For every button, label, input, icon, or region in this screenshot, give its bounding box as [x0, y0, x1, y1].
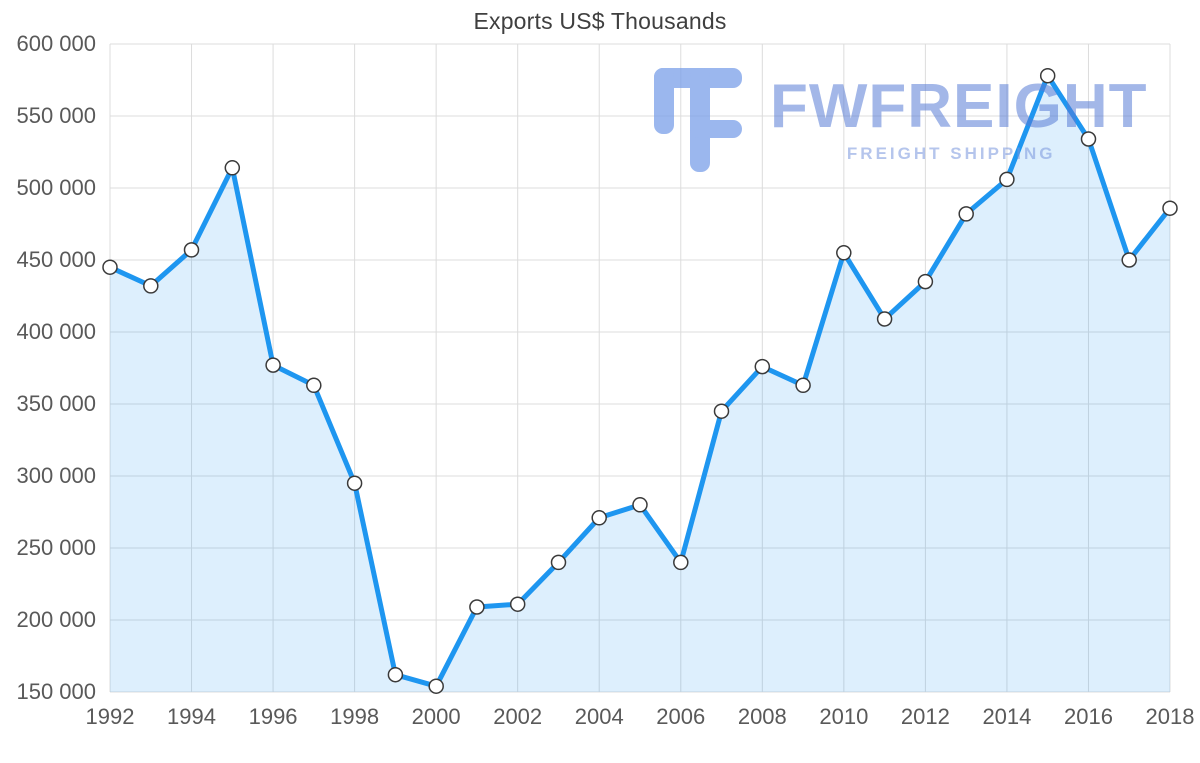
data-markers — [102, 67, 1178, 694]
svg-text:1992: 1992 — [86, 704, 135, 729]
data-point — [306, 377, 322, 394]
chart-title: Exports US$ Thousands — [473, 8, 727, 34]
svg-text:300 000: 300 000 — [16, 463, 96, 488]
y-axis-labels: 150 000 200 000 250 000 300 000 350 000 400 0… — [16, 31, 96, 704]
svg-text:200 000: 200 000 — [16, 607, 96, 632]
data-point — [346, 475, 363, 491]
data-point — [143, 278, 159, 294]
svg-text:2008: 2008 — [738, 704, 787, 729]
data-point — [1121, 252, 1137, 268]
data-point — [469, 599, 485, 615]
data-point — [836, 245, 852, 261]
data-point — [387, 666, 404, 683]
svg-text:2010: 2010 — [819, 704, 868, 729]
svg-text:1994: 1994 — [167, 704, 216, 729]
svg-text:2012: 2012 — [901, 704, 950, 729]
data-point — [224, 160, 241, 176]
data-point — [102, 259, 118, 275]
data-point — [428, 678, 444, 694]
data-point — [754, 358, 771, 375]
svg-text:450 000: 450 000 — [16, 247, 96, 272]
data-point — [876, 311, 893, 327]
data-point — [1039, 67, 1056, 84]
x-axis-labels: 1992 1994 1996 1998 2000 2002 2004 2006 2008 2010… — [86, 704, 1195, 729]
svg-text:400 000: 400 000 — [16, 319, 96, 344]
svg-text:2018: 2018 — [1146, 704, 1195, 729]
svg-text:2006: 2006 — [656, 704, 705, 729]
svg-text:350 000: 350 000 — [16, 391, 96, 416]
data-point — [713, 403, 730, 419]
gridlines — [109, 43, 1171, 693]
svg-text:550 000: 550 000 — [16, 103, 96, 128]
svg-text:250 000: 250 000 — [16, 535, 96, 560]
area-fill — [110, 75, 1170, 692]
svg-text:1998: 1998 — [330, 704, 379, 729]
data-point — [673, 554, 689, 571]
data-point — [550, 554, 567, 571]
svg-text:600 000: 600 000 — [16, 31, 96, 56]
data-point — [958, 206, 974, 222]
data-point — [265, 357, 281, 373]
data-point — [795, 377, 811, 394]
svg-text:500 000: 500 000 — [16, 175, 96, 200]
data-point — [1162, 200, 1178, 216]
data-point — [183, 242, 200, 258]
svg-text:2004: 2004 — [575, 704, 624, 729]
data-point — [917, 273, 934, 290]
svg-text:2016: 2016 — [1064, 704, 1113, 729]
data-point — [1080, 131, 1097, 147]
data-point — [999, 171, 1015, 188]
data-point — [591, 510, 607, 526]
svg-text:2000: 2000 — [412, 704, 461, 729]
svg-text:2002: 2002 — [493, 704, 542, 729]
svg-text:150 000: 150 000 — [16, 679, 96, 704]
data-point — [632, 497, 648, 513]
svg-text:2014: 2014 — [982, 704, 1031, 729]
data-point — [509, 596, 526, 612]
svg-text:1996: 1996 — [249, 704, 298, 729]
